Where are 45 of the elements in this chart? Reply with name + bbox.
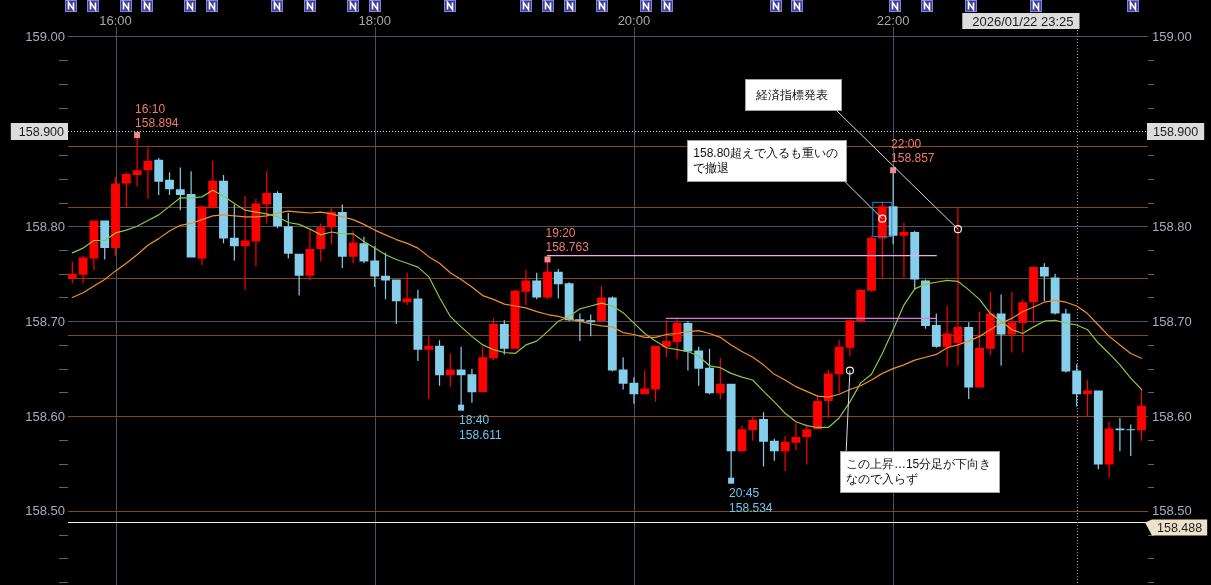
candlestick: [121, 172, 131, 208]
x-tick-label: 16:00: [99, 13, 132, 28]
candlestick: [1007, 291, 1017, 353]
annotation: 20:45 158.534: [729, 485, 773, 515]
line-series: [71, 210, 1143, 398]
candlestick: [348, 231, 358, 264]
annotation: 158.80超えで入るも重いので撤退: [693, 145, 839, 175]
candlestick: [294, 253, 304, 296]
annotation: この上昇…15分足が下向きなので入らず: [845, 456, 992, 486]
annotation: 経済指標発表: [755, 88, 828, 103]
candlestick: [899, 222, 909, 278]
annotation: 18:40 158.611: [459, 412, 502, 442]
ref-line-label: 158.900: [18, 125, 65, 139]
y2-tick-label: 158.50: [1152, 503, 1192, 519]
annotation: 16:10 158.894: [135, 102, 179, 131]
ref-line-label: 158.488: [1157, 521, 1203, 535]
y-tick-label: 158.80: [25, 218, 65, 234]
candlestick: [1039, 263, 1049, 302]
candlestick: [283, 213, 293, 259]
x-tick-label: 22:00: [876, 13, 910, 28]
annotation: 22:00 158.857: [891, 137, 935, 166]
y-tick-label: 158.50: [25, 503, 65, 519]
candlestick: [499, 320, 509, 355]
candlestick: [359, 236, 369, 264]
y2-tick-label: 158.80: [1152, 218, 1192, 234]
candlestick: [370, 246, 380, 288]
annotation: 19:20 158.763: [545, 226, 590, 255]
candlestick: [305, 230, 315, 281]
y2-tick-label: 158.70: [1152, 313, 1192, 329]
candlestick: [413, 289, 423, 362]
ref-line-label: 2026/01/22 23:25: [972, 13, 1074, 29]
y2-tick-label: 158.60: [1152, 408, 1192, 424]
x-tick-label: 20:00: [617, 13, 651, 28]
y-tick-label: 158.70: [25, 313, 65, 329]
y-tick-label: 159.00: [25, 28, 65, 44]
candlestick: [651, 345, 660, 402]
candlestick: [1115, 417, 1125, 452]
y-tick-label: 158.60: [25, 408, 65, 424]
candlestick: [683, 321, 693, 371]
candlestick: [737, 425, 747, 452]
x-tick-label: 18:00: [358, 13, 391, 28]
y2-tick-label: 159.00: [1152, 28, 1192, 44]
text: 158.900: [1153, 125, 1199, 139]
candlestick: [143, 147, 153, 199]
line-series: [71, 189, 1143, 429]
